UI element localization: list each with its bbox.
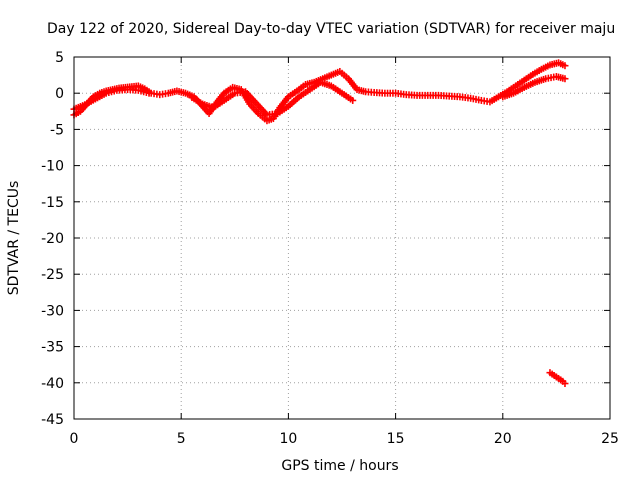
data-point-marker: [349, 96, 357, 104]
x-tick-label: 0: [70, 431, 79, 447]
chart-title: Day 122 of 2020, Sidereal Day-to-day VTE…: [47, 21, 615, 37]
x-axis-label: GPS time / hours: [281, 458, 398, 474]
y-tick-label: -40: [41, 376, 64, 392]
x-tick-label: 15: [387, 431, 405, 447]
y-tick-label: 5: [55, 50, 64, 66]
y-tick-label: -10: [41, 159, 64, 175]
grid-layer: [74, 57, 610, 419]
data-point-marker: [561, 62, 569, 70]
x-tick-label: 25: [601, 431, 619, 447]
y-tick-label: -30: [41, 303, 64, 319]
ticks-layer: 0 5 10 15 20 25 5 0 -5 -10 -15 -20 -25 -30 -35 -40 -45: [41, 50, 619, 447]
y-tick-label: -15: [41, 195, 64, 211]
y-tick-label: -5: [50, 122, 64, 138]
y-axis-label: SDTVAR / TECUs: [6, 181, 22, 296]
x-tick-label: 10: [279, 431, 297, 447]
y-tick-label: -25: [41, 267, 64, 283]
data-point-marker: [561, 75, 569, 83]
y-tick-label: 0: [55, 86, 64, 102]
x-tick-label: 5: [177, 431, 186, 447]
x-tick-label: 20: [494, 431, 512, 447]
data-point-marker: [561, 380, 569, 388]
points-layer: [70, 59, 569, 388]
data-point-marker: [145, 89, 153, 97]
y-tick-label: -20: [41, 231, 64, 247]
y-tick-label: -35: [41, 340, 64, 356]
y-tick-label: -45: [41, 412, 64, 428]
